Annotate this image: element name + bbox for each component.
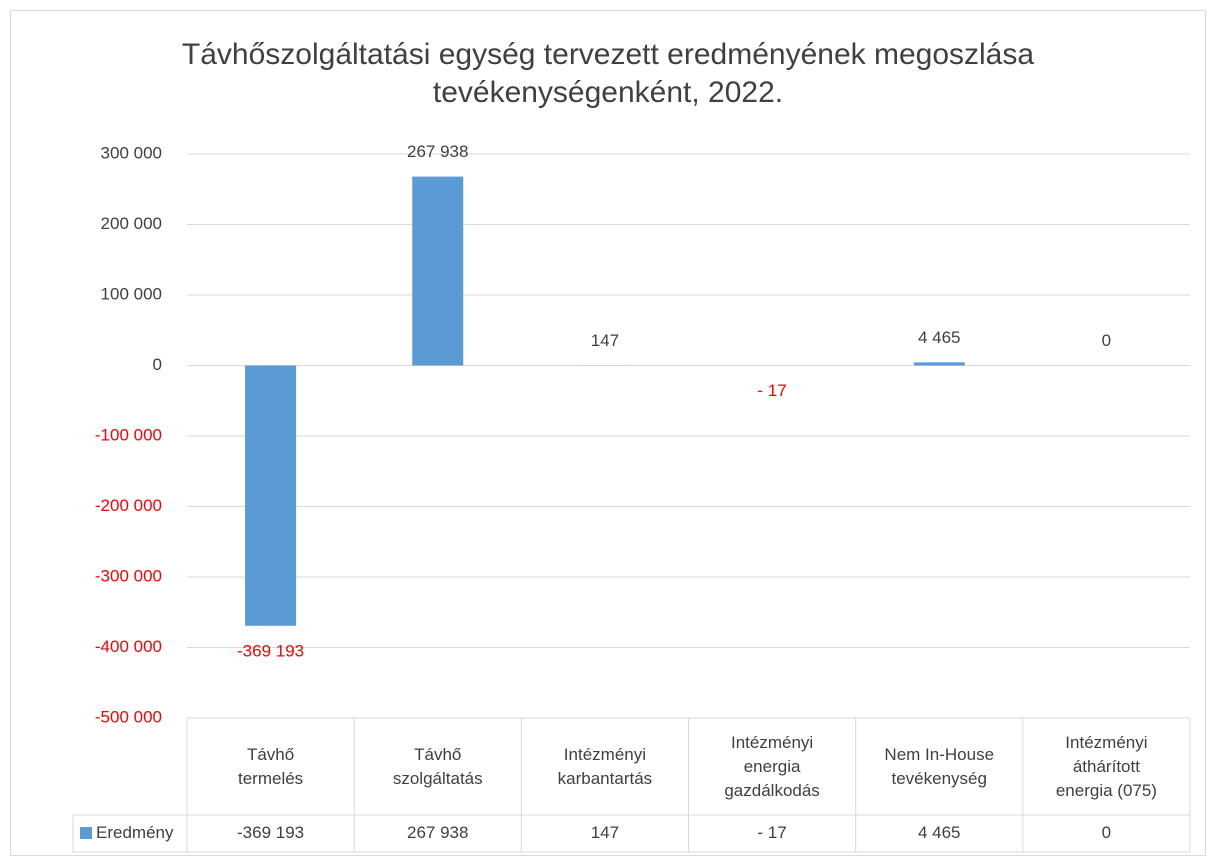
chart-border — [10, 10, 1206, 856]
x-category-label: Nem In-House tevékenység — [884, 744, 995, 788]
y-tick-label: -400 000 — [95, 637, 162, 656]
y-tick-label: -200 000 — [95, 496, 162, 515]
x-category-label: Távhő termelés — [237, 744, 304, 788]
y-tick-label: 0 — [153, 355, 162, 374]
bar — [913, 362, 965, 366]
chart-title: Távhőszolgáltatási egység tervezett ered… — [181, 38, 1035, 109]
data-label: - 17 — [757, 381, 786, 400]
table-value: - 17 — [757, 823, 786, 842]
x-category-label: Intézményi energia gazdálkodás — [724, 732, 820, 800]
x-category-label: Távhő szolgáltatás — [392, 744, 483, 788]
bar — [412, 176, 464, 366]
data-label: 4 465 — [918, 328, 961, 347]
data-label: 147 — [591, 331, 619, 350]
data-label: 0 — [1102, 331, 1111, 350]
legend-swatch — [80, 827, 92, 839]
x-category-label: Intézményi karbantartás — [557, 744, 653, 788]
y-tick-label: -100 000 — [95, 425, 162, 444]
data-label: -369 193 — [237, 641, 304, 660]
y-tick-label: 300 000 — [101, 143, 162, 162]
y-tick-label: 200 000 — [101, 214, 162, 233]
y-tick-label: -500 000 — [95, 707, 162, 726]
bar — [245, 365, 297, 626]
y-tick-label: 100 000 — [101, 284, 162, 303]
y-tick-label: -300 000 — [95, 566, 162, 585]
table-value: 4 465 — [918, 823, 961, 842]
table-value: 147 — [591, 823, 619, 842]
legend-label: Eredmény — [96, 823, 174, 842]
data-label: 267 938 — [407, 142, 468, 161]
table-value: -369 193 — [237, 823, 304, 842]
x-category-label: Intézményi áthárított energia (075) — [1055, 732, 1157, 800]
table-value: 267 938 — [407, 823, 468, 842]
table-value: 0 — [1102, 823, 1111, 842]
